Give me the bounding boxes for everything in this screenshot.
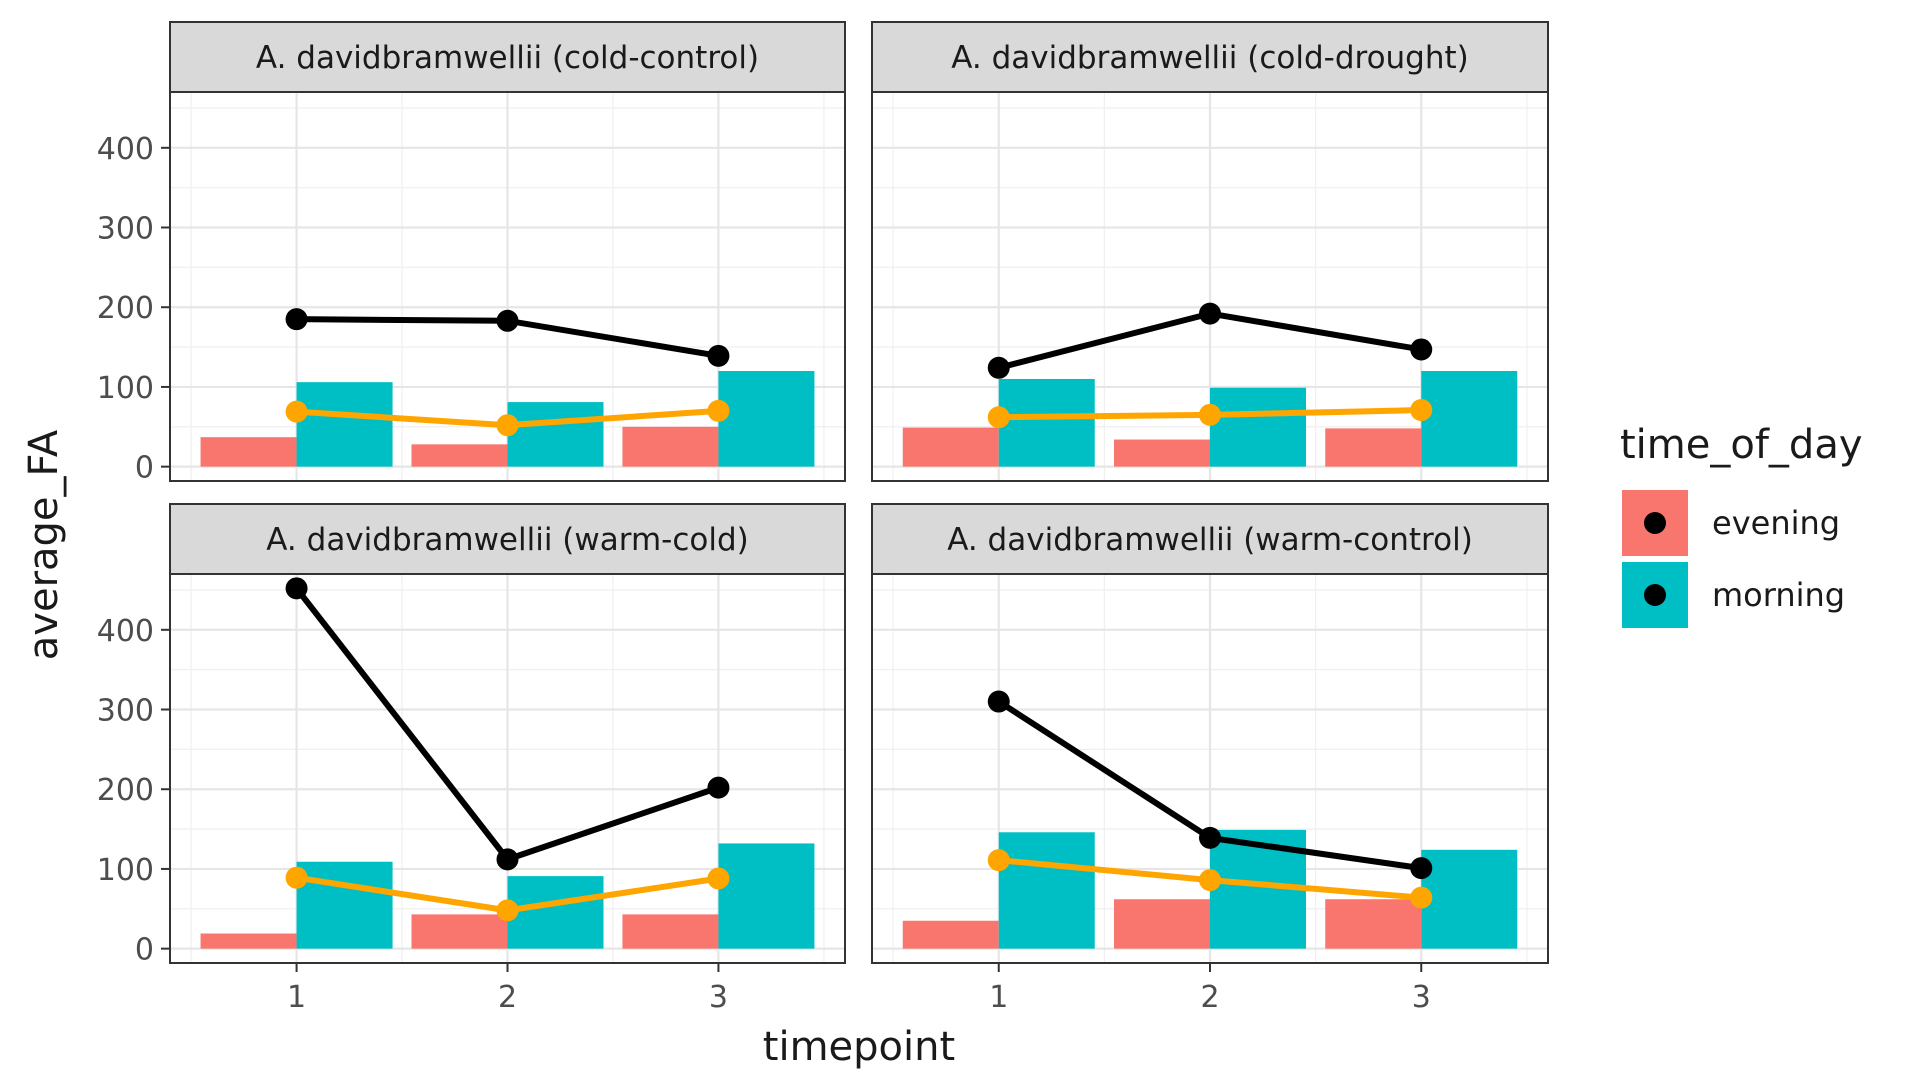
facet-strip bbox=[871, 503, 1549, 575]
black-series-point bbox=[707, 344, 730, 367]
y-tick-label: 300 bbox=[97, 694, 154, 729]
x-axis-title: timepoint bbox=[763, 1024, 955, 1070]
facet-strip bbox=[871, 21, 1549, 93]
orange-series-point bbox=[1410, 399, 1433, 422]
black-series-point bbox=[1199, 302, 1221, 325]
black-series-point bbox=[1410, 857, 1433, 880]
bar-evening bbox=[200, 933, 297, 949]
orange-series-point bbox=[496, 414, 519, 437]
facet-strip bbox=[169, 21, 846, 93]
y-tick-label: 200 bbox=[97, 773, 154, 808]
x-tick-label: 1 bbox=[989, 980, 1008, 1015]
y-axis-title: average_FA bbox=[21, 429, 67, 660]
bar-morning bbox=[998, 378, 1095, 467]
y-tick-label: 100 bbox=[97, 371, 154, 406]
y-tick-label: 200 bbox=[97, 291, 154, 326]
x-tick-label: 2 bbox=[498, 980, 517, 1015]
orange-series-point bbox=[707, 867, 730, 890]
legend-label-morning: morning bbox=[1712, 576, 1845, 614]
orange-series-point bbox=[496, 899, 519, 922]
y-tick-label: 0 bbox=[135, 933, 154, 968]
black-series-point bbox=[1199, 826, 1221, 849]
bar-morning bbox=[1210, 387, 1306, 467]
facet-strip bbox=[169, 503, 846, 575]
facet-panel: A. davidbramwellii (warm-control) 1 2 3 bbox=[871, 503, 1549, 1015]
bar-morning bbox=[296, 382, 393, 467]
bar-evening bbox=[902, 427, 999, 467]
black-series-point bbox=[285, 577, 308, 600]
bar-morning bbox=[718, 370, 815, 467]
orange-series-point bbox=[285, 400, 308, 423]
facet-strip-label: A. davidbramwellii (cold-control) bbox=[256, 40, 759, 76]
orange-series-point bbox=[1410, 886, 1433, 909]
bar-morning bbox=[507, 402, 604, 467]
facet-panel: A. davidbramwellii (cold-drought) bbox=[871, 21, 1549, 482]
y-tick-label: 300 bbox=[97, 212, 154, 247]
legend-key-point bbox=[1644, 584, 1666, 606]
facet-strip-label: A. davidbramwellii (cold-drought) bbox=[951, 40, 1469, 76]
bar-morning bbox=[296, 861, 393, 949]
black-series-point bbox=[496, 309, 519, 332]
facet-panel: A. davidbramwellii (cold-control) 0 100 200… bbox=[97, 21, 846, 486]
bar-evening bbox=[411, 914, 508, 949]
black-series-point bbox=[987, 690, 1010, 713]
orange-series-point bbox=[285, 866, 308, 889]
legend-label-evening: evening bbox=[1712, 504, 1840, 542]
facet-panel: A. davidbramwellii (warm-cold) 0 100 200 300… bbox=[97, 503, 846, 1015]
y-tick-label: 0 bbox=[135, 451, 154, 486]
x-tick-label: 2 bbox=[1200, 980, 1219, 1015]
orange-series-point bbox=[987, 849, 1010, 872]
orange-series-point bbox=[1199, 869, 1221, 892]
x-tick-label: 3 bbox=[1412, 980, 1431, 1015]
legend-title: time_of_day bbox=[1620, 422, 1863, 468]
orange-series-point bbox=[707, 399, 730, 422]
facet-strip-label: A. davidbramwellii (warm-control) bbox=[947, 522, 1473, 558]
bar-evening bbox=[411, 444, 508, 467]
bar-evening bbox=[1114, 899, 1210, 949]
orange-series-point bbox=[987, 406, 1010, 429]
black-series-point bbox=[987, 356, 1010, 379]
black-series-point bbox=[707, 776, 730, 799]
bar-morning bbox=[507, 876, 604, 949]
legend-key-point bbox=[1644, 512, 1666, 534]
black-series-point bbox=[1410, 338, 1433, 361]
y-tick-label: 100 bbox=[97, 853, 154, 888]
facet-strip-label: A. davidbramwellii (warm-cold) bbox=[266, 522, 748, 558]
black-series-point bbox=[496, 848, 519, 871]
bar-morning bbox=[1421, 370, 1518, 467]
bar-evening bbox=[200, 437, 297, 467]
x-tick-label: 3 bbox=[709, 980, 728, 1015]
bar-evening bbox=[1114, 439, 1210, 467]
x-tick-label: 1 bbox=[287, 980, 306, 1015]
bar-evening bbox=[622, 914, 719, 949]
bar-morning bbox=[1421, 849, 1518, 949]
y-tick-label: 400 bbox=[97, 132, 154, 167]
bar-evening bbox=[902, 920, 999, 949]
bar-evening bbox=[1325, 428, 1422, 467]
bar-evening bbox=[622, 426, 719, 467]
orange-series-point bbox=[1199, 403, 1221, 426]
bar-morning bbox=[998, 832, 1095, 949]
y-tick-label: 400 bbox=[97, 614, 154, 649]
black-series-point bbox=[285, 308, 308, 331]
bar-morning bbox=[718, 843, 815, 949]
bar-evening bbox=[1325, 899, 1422, 949]
